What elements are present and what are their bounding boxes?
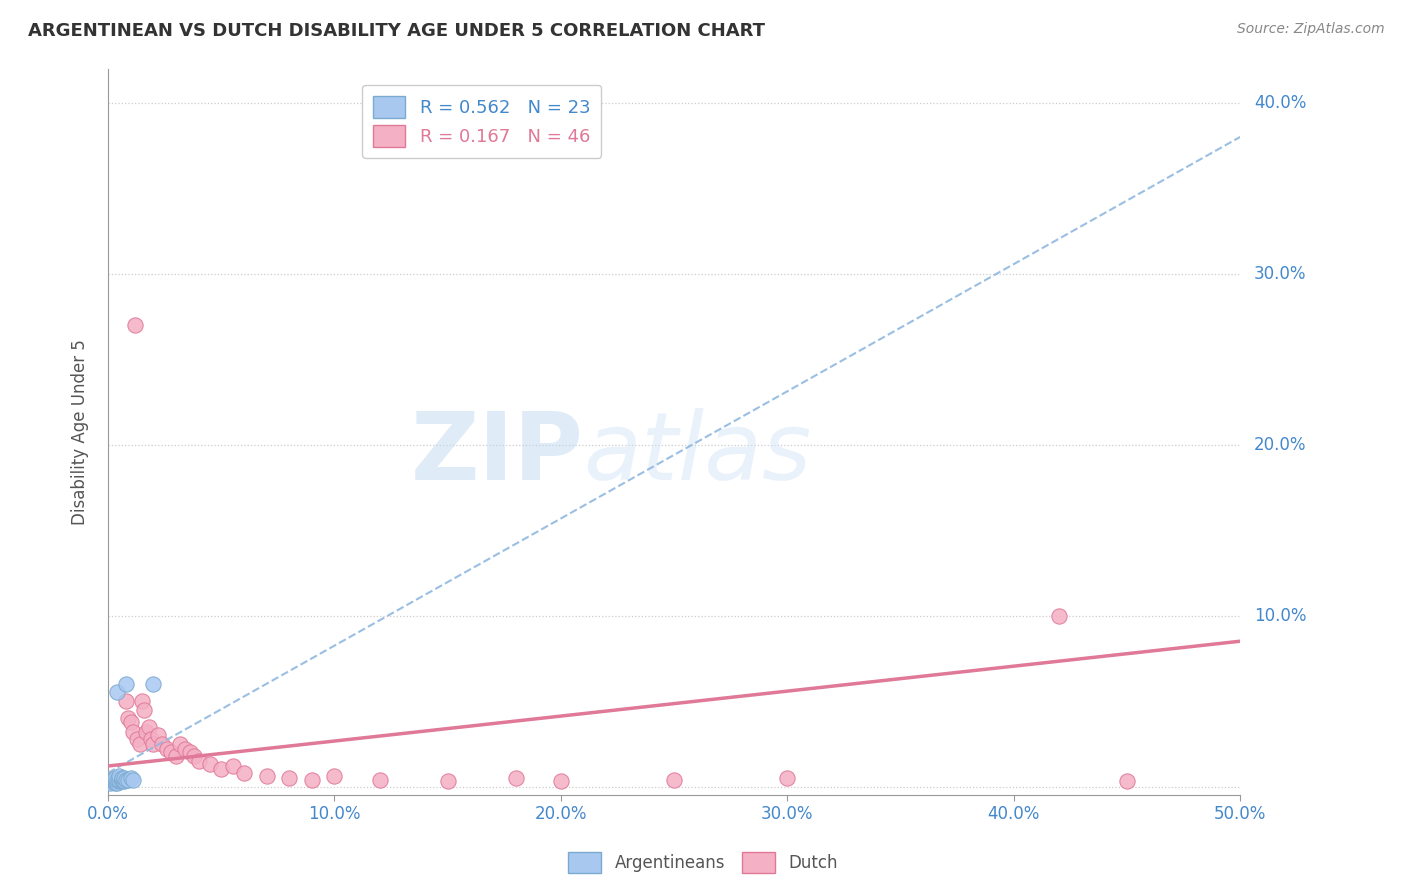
Text: Source: ZipAtlas.com: Source: ZipAtlas.com [1237, 22, 1385, 37]
Text: 30.0%: 30.0% [1254, 265, 1306, 283]
Y-axis label: Disability Age Under 5: Disability Age Under 5 [72, 339, 89, 524]
Legend: R = 0.562   N = 23, R = 0.167   N = 46: R = 0.562 N = 23, R = 0.167 N = 46 [361, 85, 602, 158]
Text: ARGENTINEAN VS DUTCH DISABILITY AGE UNDER 5 CORRELATION CHART: ARGENTINEAN VS DUTCH DISABILITY AGE UNDE… [28, 22, 765, 40]
Legend: Argentineans, Dutch: Argentineans, Dutch [561, 846, 845, 880]
Text: 20.0%: 20.0% [1254, 435, 1306, 454]
Text: 40.0%: 40.0% [1254, 94, 1306, 112]
Text: ZIP: ZIP [411, 408, 583, 500]
Text: 10.0%: 10.0% [1254, 607, 1306, 624]
Text: atlas: atlas [583, 408, 811, 500]
